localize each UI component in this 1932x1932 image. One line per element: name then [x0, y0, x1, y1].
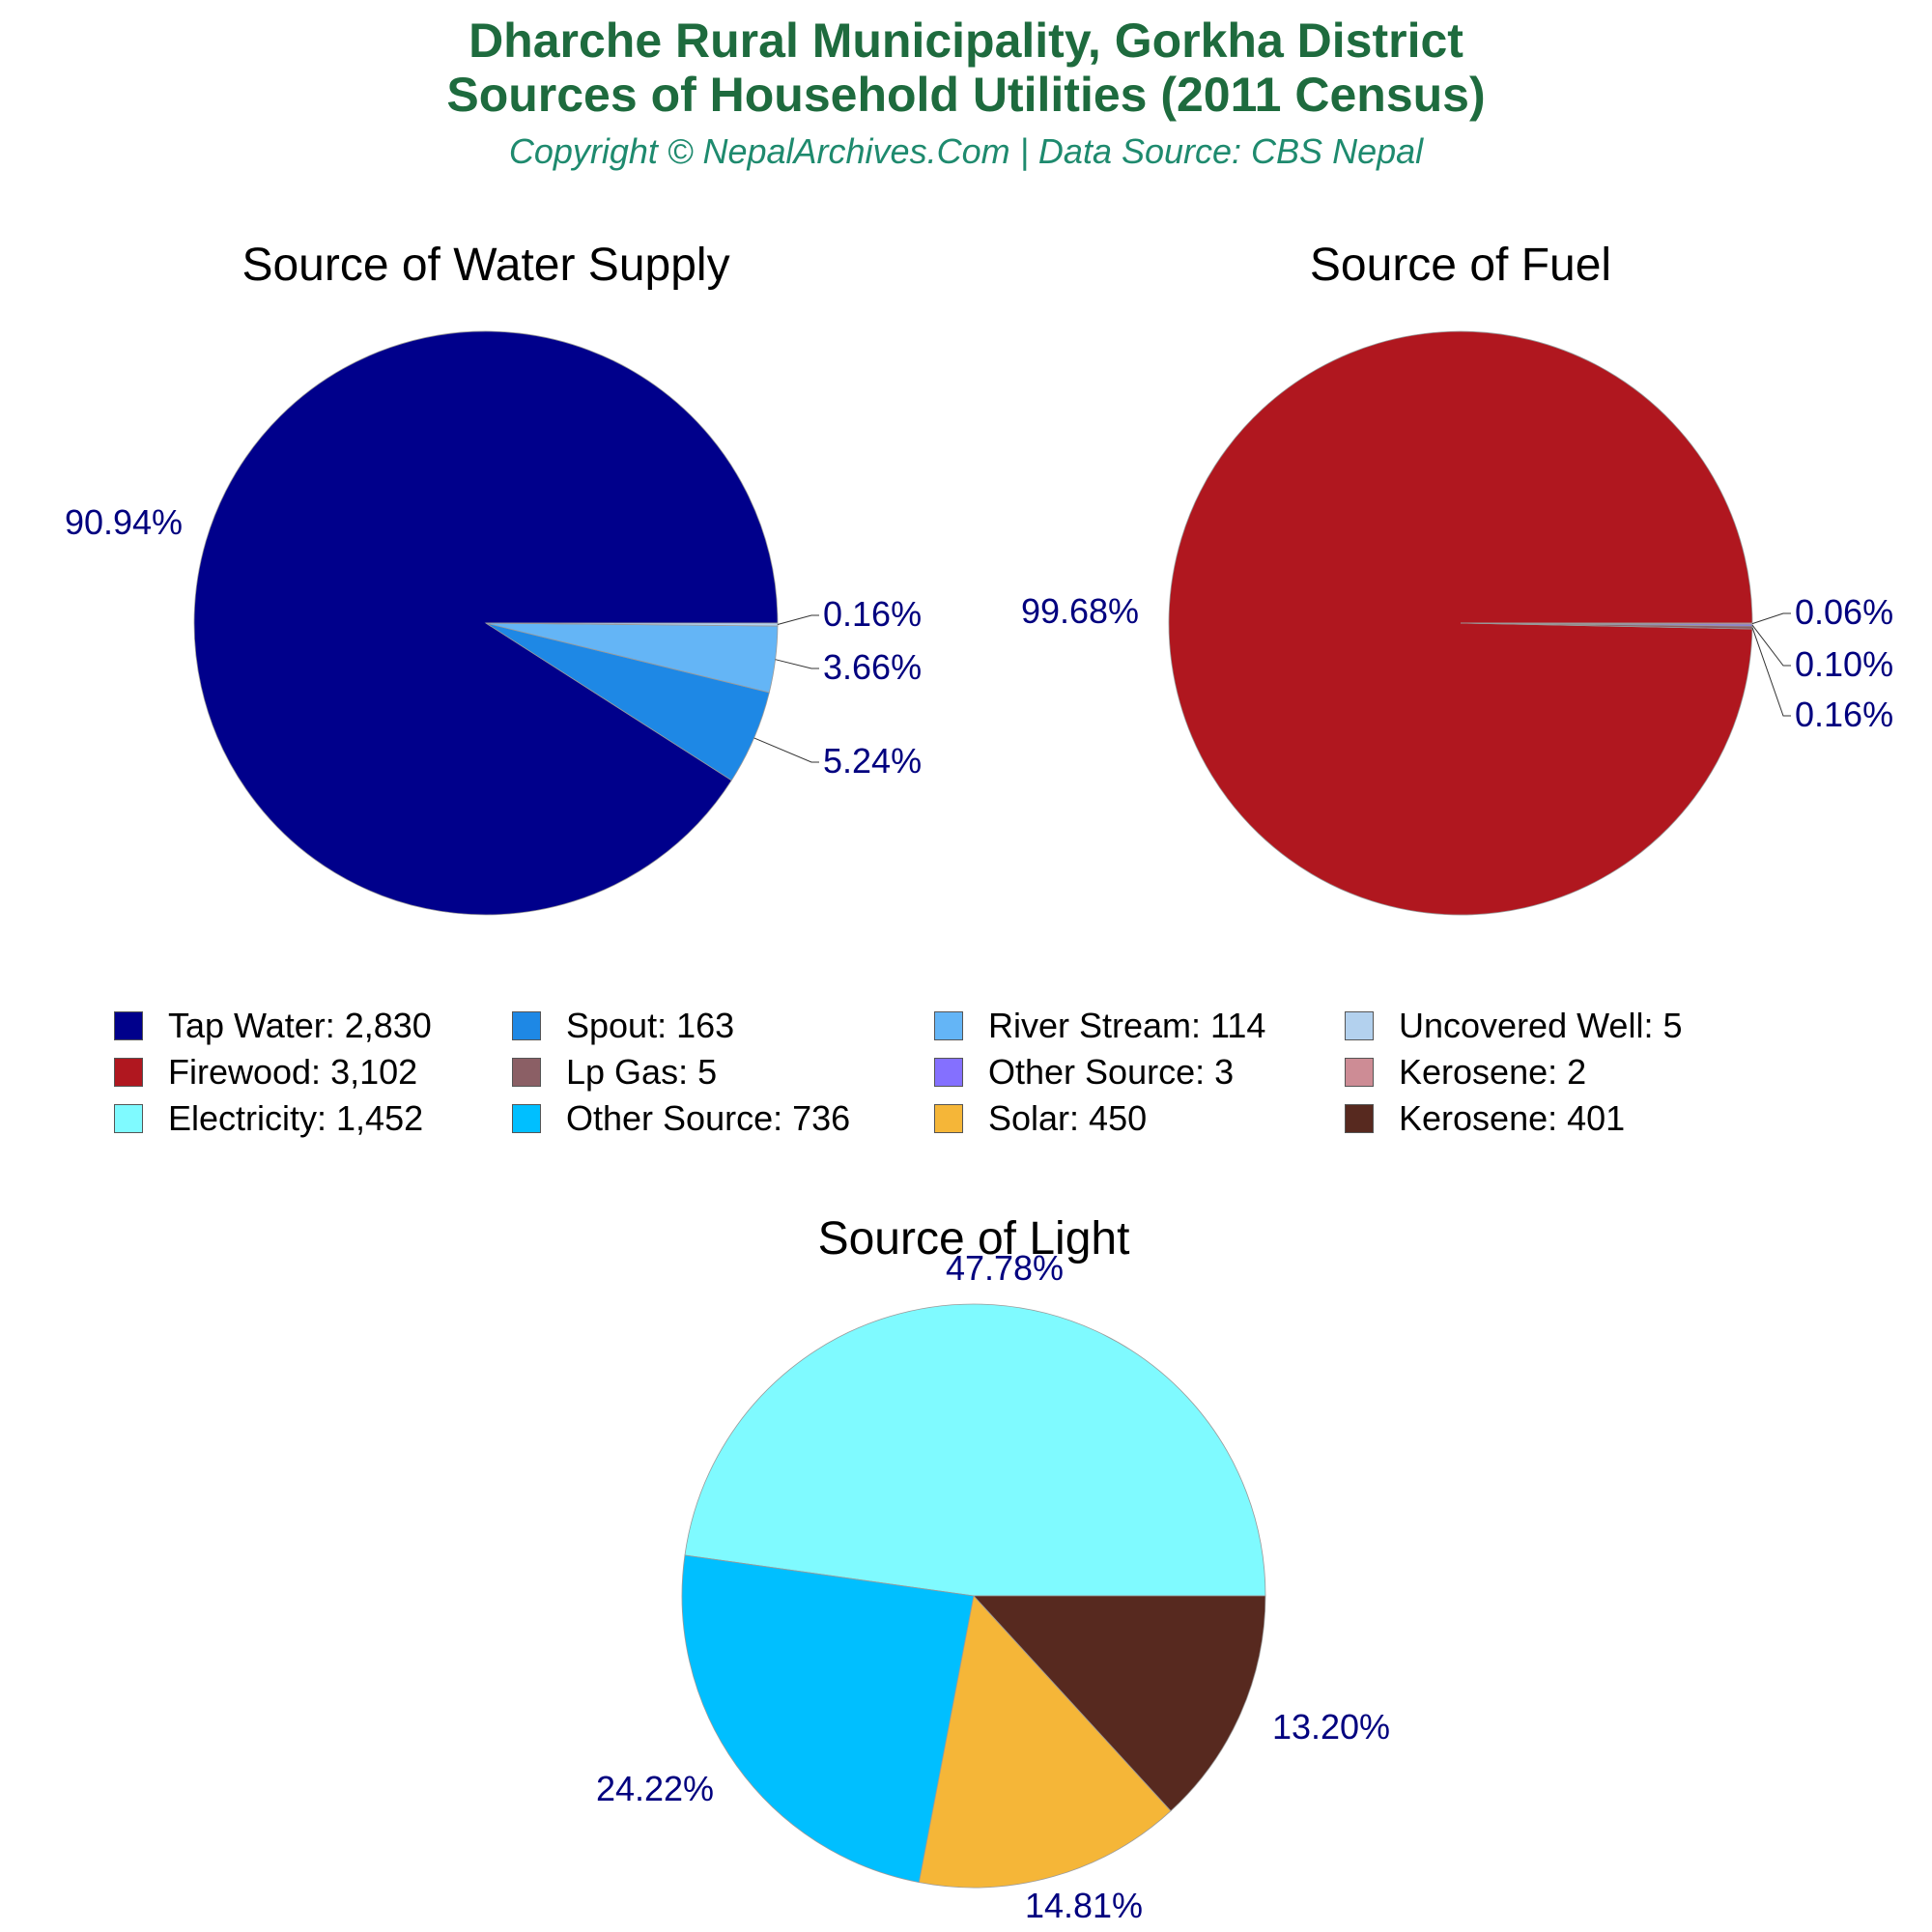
legend-label: Other Source: 3: [988, 1052, 1235, 1092]
pie-slice-label: 14.81%: [1025, 1886, 1143, 1925]
legend-label: Tap Water: 2,830: [168, 1006, 432, 1045]
pie-slice-label: 13.20%: [1272, 1707, 1390, 1747]
pie-slice-label: 90.94%: [65, 502, 183, 542]
legend-label: Electricity: 1,452: [168, 1098, 424, 1138]
pie-slice: [681, 1554, 975, 1884]
pie-slice: [1460, 622, 1753, 625]
legend-label: Spout: 163: [566, 1006, 735, 1045]
pie-slice-label: 3.66%: [823, 647, 922, 687]
legend-swatch: [114, 1011, 143, 1040]
legend-item: Spout: 163: [512, 1005, 934, 1047]
legend-swatch: [512, 1058, 541, 1087]
legend-label: Solar: 450: [988, 1098, 1148, 1138]
legend-swatch: [512, 1104, 541, 1133]
legend-label: Uncovered Well: 5: [1399, 1006, 1683, 1045]
pie-slice: [918, 1595, 1172, 1889]
legend-item: Solar: 450: [934, 1097, 1345, 1140]
legend-item: River Stream: 114: [934, 1005, 1345, 1047]
pie-slice: [973, 1595, 1266, 1812]
legend-swatch: [114, 1058, 143, 1087]
legend-swatch: [114, 1104, 143, 1133]
legend-swatch: [512, 1011, 541, 1040]
legend-item: Kerosene: 401: [1345, 1097, 1886, 1140]
pie-slice-label: 5.24%: [823, 741, 922, 781]
pie-slice-label: 0.16%: [823, 594, 922, 634]
legend-swatch: [1345, 1058, 1374, 1087]
pie-leader-line: [777, 614, 819, 625]
pie-leader-line: [753, 737, 819, 763]
pie-leader-line: [1751, 624, 1791, 667]
legend-label: Kerosene: 2: [1399, 1052, 1587, 1092]
pie-slice-label: 0.16%: [1795, 695, 1893, 734]
legend-swatch: [934, 1104, 963, 1133]
pie-slice-label: 24.22%: [596, 1769, 714, 1808]
legend-item: Tap Water: 2,830: [114, 1005, 512, 1047]
pie-slice-label: 47.78%: [946, 1248, 1064, 1288]
legend-item: Firewood: 3,102: [114, 1051, 512, 1094]
pie-leader-line: [1751, 612, 1791, 625]
legend-item: Lp Gas: 5: [512, 1051, 934, 1094]
pie-chart-title: Source of Water Supply: [242, 240, 729, 291]
legend-label: River Stream: 114: [988, 1006, 1266, 1045]
legend-swatch: [934, 1011, 963, 1040]
legend-label: Kerosene: 401: [1399, 1098, 1626, 1138]
pie-chart-title: Source of Light: [818, 1213, 1130, 1264]
pie-chart: 90.94% 5.24% 3.66% 0.16% Source of Water Sup…: [65, 240, 922, 916]
chart-subtitle: Copyright © NepalArchives.Com | Data Sou…: [508, 131, 1424, 171]
pie-slice-label: 0.10%: [1795, 644, 1893, 684]
legend-swatch: [1345, 1011, 1374, 1040]
chart-title-line-1: Dharche Rural Municipality, Gorkha Distr…: [469, 14, 1463, 68]
legend-label: Firewood: 3,102: [168, 1052, 418, 1092]
pie-leader-line: [1751, 627, 1791, 717]
legend-item: Other Source: 3: [934, 1051, 1345, 1094]
pie-slice-label: 99.68%: [1021, 591, 1139, 631]
legend-swatch: [934, 1058, 963, 1087]
chart-header: Dharche Rural Municipality, Gorkha Distr…: [0, 14, 1932, 176]
legend-item: Kerosene: 2: [1345, 1051, 1886, 1094]
pie-chart: 47.78% 24.22% 14.81% 13.20% Source of Light: [596, 1213, 1390, 1925]
legend-label: Lp Gas: 5: [566, 1052, 718, 1092]
pie-slice: [485, 622, 779, 627]
chart-title-line-2: Sources of Household Utilities (2011 Cen…: [446, 68, 1486, 122]
pie-slice: [684, 1303, 1266, 1597]
legend-label: Other Source: 736: [566, 1098, 851, 1138]
legend-item: Uncovered Well: 5: [1345, 1005, 1886, 1047]
pie-leader-line: [775, 659, 819, 669]
pie-slice-label: 0.06%: [1795, 592, 1893, 632]
legend: Tap Water: 2,830 Spout: 163 River Stream: …: [114, 1005, 1911, 1140]
legend-item: Electricity: 1,452: [114, 1097, 512, 1140]
legend-swatch: [1345, 1104, 1374, 1133]
pie-chart-title: Source of Fuel: [1310, 240, 1611, 291]
pie-chart: 99.68% 0.16% 0.10% 0.06% Source of Fuel: [1021, 240, 1893, 916]
legend-item: Other Source: 736: [512, 1097, 934, 1140]
